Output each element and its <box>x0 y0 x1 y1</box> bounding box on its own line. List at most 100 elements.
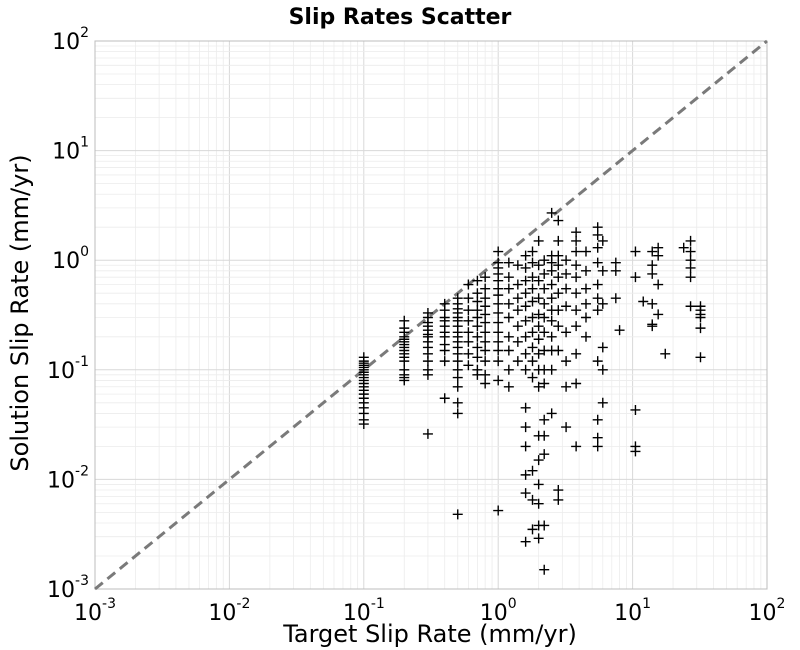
data-point <box>614 325 625 336</box>
data-point <box>685 272 696 283</box>
data-point <box>539 414 550 425</box>
data-point <box>527 272 538 283</box>
data-point <box>653 250 664 261</box>
reference-line <box>94 39 768 591</box>
data-point <box>553 345 564 356</box>
data-point <box>597 342 608 353</box>
data-point <box>452 356 463 367</box>
data-point <box>539 430 550 441</box>
y-tick-label: 102 <box>52 25 89 55</box>
data-point <box>592 356 603 367</box>
data-point <box>533 260 544 271</box>
data-point <box>503 345 514 356</box>
data-point <box>647 246 658 257</box>
data-point <box>580 312 591 323</box>
chart-title: Slip Rates Scatter <box>289 5 512 30</box>
data-point <box>439 345 450 356</box>
data-point <box>553 288 564 299</box>
data-point <box>527 246 538 257</box>
data-point <box>533 533 544 544</box>
data-point <box>592 441 603 452</box>
data-point <box>533 479 544 490</box>
data-point <box>512 321 523 332</box>
data-point <box>630 446 641 457</box>
data-point <box>452 372 463 383</box>
data-point <box>539 378 550 389</box>
data-point <box>592 432 603 443</box>
data-point <box>480 378 491 389</box>
data-point <box>527 327 538 338</box>
data-point <box>520 402 531 413</box>
data-point <box>685 235 696 246</box>
data-point <box>592 242 603 253</box>
data-point <box>571 260 582 271</box>
data-point <box>503 331 514 342</box>
data-point <box>653 279 664 290</box>
data-point <box>546 265 557 276</box>
data-point <box>592 279 603 290</box>
data-point <box>561 268 572 279</box>
data-point <box>533 348 544 359</box>
data-point <box>533 235 544 246</box>
data-point <box>580 331 591 342</box>
data-point <box>571 321 582 332</box>
data-point <box>512 260 523 271</box>
data-point <box>503 364 514 375</box>
data-point <box>533 275 544 286</box>
data-point <box>539 255 550 266</box>
data-point <box>493 345 504 356</box>
data-point <box>472 275 483 286</box>
data-point <box>553 235 564 246</box>
data-point <box>520 301 531 312</box>
data-point <box>571 288 582 299</box>
data-point <box>493 336 504 347</box>
data-point <box>493 246 504 257</box>
data-point <box>647 260 658 271</box>
data-point <box>610 265 621 276</box>
data-point <box>597 298 608 309</box>
data-point <box>493 290 504 301</box>
data-point <box>630 246 641 257</box>
data-point <box>527 372 538 383</box>
data-point <box>546 293 557 304</box>
data-point <box>493 375 504 386</box>
x-tick-label: 10-1 <box>343 596 385 626</box>
x-axis-label: Target Slip Rate (mm/yr) <box>282 620 577 648</box>
data-point <box>463 305 474 316</box>
data-point <box>533 455 544 466</box>
data-point <box>527 356 538 367</box>
data-point <box>597 397 608 408</box>
data-point <box>561 301 572 312</box>
data-point <box>493 317 504 328</box>
data-point <box>561 283 572 294</box>
data-point <box>463 360 474 371</box>
data-point <box>520 536 531 547</box>
reference-line-group <box>94 39 768 591</box>
data-point <box>472 312 483 323</box>
data-point <box>399 356 410 367</box>
data-point <box>571 227 582 238</box>
data-point <box>512 336 523 347</box>
x-tick-label: 102 <box>749 596 786 626</box>
data-point <box>472 331 483 342</box>
data-point <box>503 283 514 294</box>
data-point <box>527 312 538 323</box>
data-point <box>539 298 550 309</box>
data-point <box>527 494 538 505</box>
data-point <box>561 356 572 367</box>
data-point <box>463 279 474 290</box>
data-point <box>520 422 531 433</box>
data-point <box>520 288 531 299</box>
y-tick-label: 10-1 <box>47 354 89 384</box>
y-tick-label: 10-3 <box>47 573 89 603</box>
data-point <box>546 207 557 218</box>
data-point <box>527 524 538 535</box>
x-tick-label: 10-2 <box>208 596 250 626</box>
data-point <box>553 215 564 226</box>
data-point <box>638 296 649 307</box>
data-point <box>493 307 504 318</box>
data-point <box>580 298 591 309</box>
data-point <box>546 331 557 342</box>
data-point <box>422 356 433 367</box>
